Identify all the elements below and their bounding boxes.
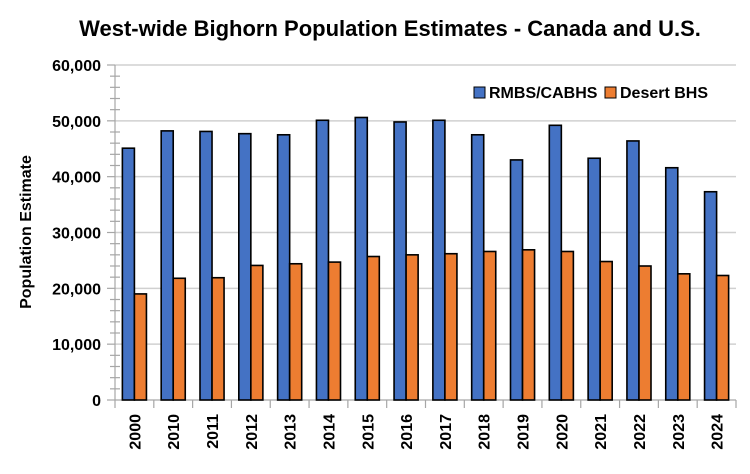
x-tick-label: 2022 [632,414,649,450]
legend-item: RMBS/CABHS [473,85,598,102]
bar-rmbs-cabhs-2020 [548,124,563,401]
bars [121,116,730,401]
bar-desert-bhs-2016 [405,254,419,401]
legend-label: RMBS/CABHS [489,85,598,102]
x-tick-labels: 2000 2010 2011 2012 2013 2014 2015 2016 2017 2018… [127,414,726,450]
bar-desert-bhs-2017 [444,252,458,401]
y-tick-labels: 0 10,000 20,000 30,000 40,000 50,000 60,000 [52,58,101,410]
bar-desert-bhs-2013 [288,262,303,401]
bar-desert-bhs-2020 [560,250,575,401]
bar-rmbs-cabhs-2024 [703,190,718,401]
bar-rmbs-cabhs-2000 [121,147,136,401]
x-tick-label: 2020 [554,414,571,450]
y-tick-label: 30,000 [52,226,101,243]
bar-desert-bhs-2024 [715,274,730,401]
x-tick-label: 2011 [205,414,222,449]
legend-label: Desert BHS [620,85,708,102]
bar-rmbs-cabhs-2013 [276,133,291,401]
bar-rmbs-cabhs-2021 [587,157,601,401]
x-tick-label: 2017 [438,414,455,450]
y-tick-label: 50,000 [52,114,101,131]
legend: RMBS/CABHS Desert BHS [473,85,708,102]
x-tick-label: 2021 [593,414,610,450]
bar-desert-bhs-2023 [676,273,691,401]
x-tick-label: 2010 [166,414,183,450]
bar-desert-bhs-2015 [366,255,381,401]
y-tick-label: 0 [92,393,101,410]
bar-desert-bhs-2014 [327,261,342,401]
bar-rmbs-cabhs-2019 [509,159,524,401]
bar-desert-bhs-2018 [482,250,497,401]
legend-item: Desert BHS [604,85,708,102]
bar-rmbs-cabhs-2014 [315,119,330,401]
y-tick-label: 40,000 [52,170,101,187]
bar-desert-bhs-2010 [172,277,187,401]
bar-desert-bhs-2012 [250,264,264,401]
bar-rmbs-cabhs-2010 [160,130,175,401]
x-tick-label: 2000 [127,414,144,450]
bar-rmbs-cabhs-2011 [199,130,213,401]
x-tick-label: 2014 [321,414,338,450]
bar-desert-bhs-2000 [133,293,148,401]
x-tick-label: 2016 [399,414,416,450]
y-tick-label: 20,000 [52,281,101,298]
bar-rmbs-cabhs-2017 [432,119,446,401]
y-tick-label: 10,000 [52,337,101,354]
legend-swatch [473,86,486,99]
bar-rmbs-cabhs-2018 [470,133,485,401]
bar-rmbs-cabhs-2023 [664,166,679,401]
x-tick-label: 2012 [244,414,261,450]
x-tick-label: 2015 [360,414,377,450]
x-tick-label: 2023 [671,414,688,450]
bar-rmbs-cabhs-2015 [354,116,369,401]
bar-desert-bhs-2021 [599,260,613,401]
chart-title: West-wide Bighorn Population Estimates -… [79,16,701,41]
x-tick-label: 2018 [477,414,494,450]
bar-desert-bhs-2019 [521,249,536,401]
bar-desert-bhs-2022 [638,265,652,401]
legend-swatch [604,86,617,99]
bar-rmbs-cabhs-2022 [626,140,640,401]
y-tick-label: 60,000 [52,58,101,75]
bar-rmbs-cabhs-2016 [393,121,407,401]
x-tick-label: 2024 [710,414,727,450]
x-tick-label: 2019 [516,414,533,450]
x-tick-label: 2013 [283,414,300,450]
bar-rmbs-cabhs-2012 [238,132,252,401]
bar-desert-bhs-2011 [211,276,225,401]
y-axis-title: Population Estimate [18,155,35,309]
